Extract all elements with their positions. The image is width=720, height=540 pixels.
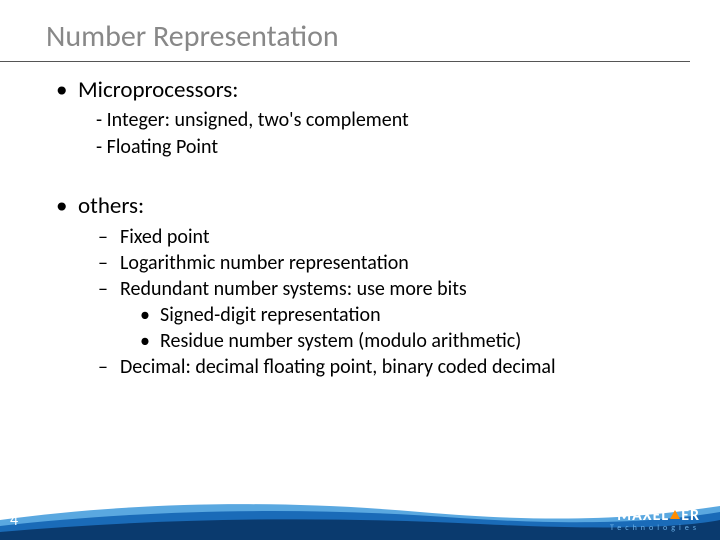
sub-sub-item-text: Signed-digit representation — [160, 302, 381, 328]
sub-sub-item: • Signed-digit representation — [56, 302, 680, 328]
page-number: 4 — [10, 511, 18, 530]
bullet-icon: • — [56, 192, 78, 220]
sub-item-text: Fixed point — [120, 224, 210, 250]
slide: Number Representation • Microprocessors:… — [0, 0, 720, 540]
sub-sub-item: • Residue number system (modulo arithmet… — [56, 328, 680, 354]
dash-icon: – — [98, 276, 120, 302]
sub-sub-item-text: Residue number system (modulo arithmetic… — [160, 328, 521, 354]
section2-heading: • others: — [56, 192, 680, 220]
logo: MAXELER Technologies — [610, 508, 700, 532]
section2-heading-text: others: — [78, 192, 144, 220]
section1-line: - Integer: unsigned, two's complement — [56, 108, 680, 133]
section1-heading-text: Microprocessors: — [78, 76, 238, 104]
sub-item-text: Redundant number systems: use more bits — [120, 276, 467, 302]
bullet-icon: • — [56, 76, 78, 104]
dash-icon: – — [98, 224, 120, 250]
triangle-icon — [670, 510, 680, 519]
dash-icon: – — [98, 250, 120, 276]
sub-item-text: Logarithmic number representation — [120, 250, 409, 276]
sub-item: – Fixed point — [56, 224, 680, 250]
section1-line: - Floating Point — [56, 135, 680, 160]
section1-heading: • Microprocessors: — [56, 76, 680, 104]
sub-item: – Redundant number systems: use more bit… — [56, 276, 680, 302]
sub-item: – Decimal: decimal floating point, binar… — [56, 354, 680, 380]
bullet-icon: • — [140, 302, 160, 328]
content-area: • Microprocessors: - Integer: unsigned, … — [0, 62, 720, 540]
sub-item-text: Decimal: decimal floating point, binary … — [120, 354, 556, 380]
spacer — [56, 162, 680, 192]
slide-title: Number Representation — [0, 0, 690, 62]
sub-item: – Logarithmic number representation — [56, 250, 680, 276]
logo-main: MAXELER — [610, 508, 700, 524]
bullet-icon: • — [140, 328, 160, 354]
dash-icon: – — [98, 354, 120, 380]
logo-subtitle: Technologies — [610, 524, 700, 532]
footer: 4 MAXELER Technologies — [0, 496, 720, 540]
